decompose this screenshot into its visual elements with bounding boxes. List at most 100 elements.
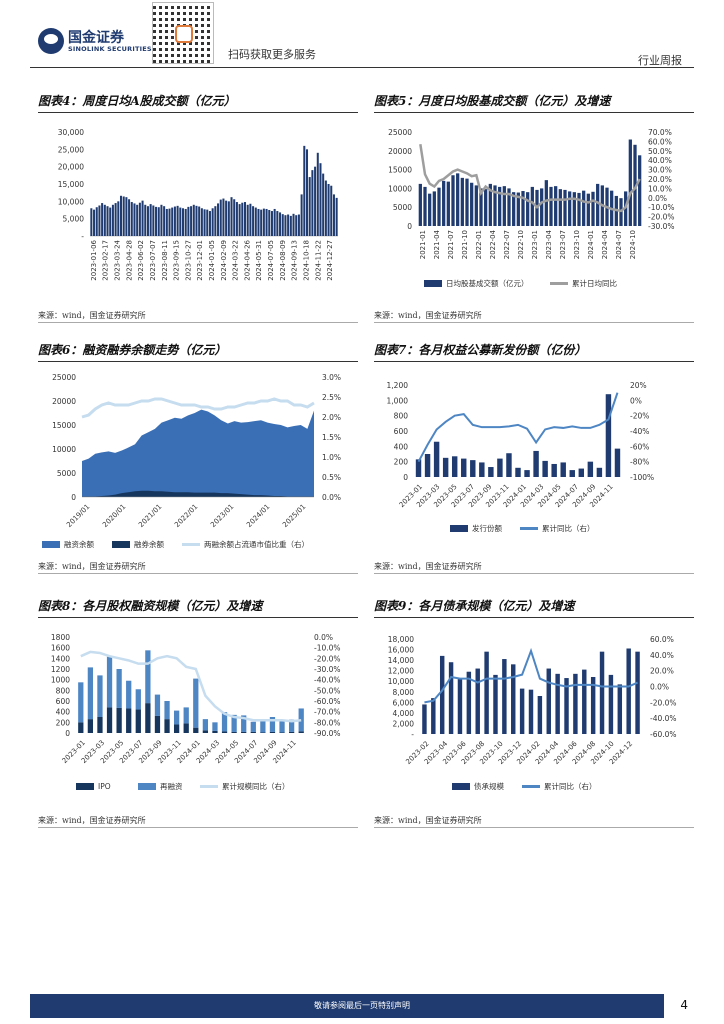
bar-ipo	[173, 724, 180, 733]
chart-source: 来源：wind，国金证券研究所	[38, 311, 146, 320]
y2-tick-label: -20.0%	[650, 698, 677, 707]
legend-swatch	[42, 541, 60, 548]
legend-label: 日均股基成交额（亿元）	[446, 278, 529, 288]
bar	[586, 193, 590, 226]
x-tick-label: 2023-12-01	[196, 240, 204, 281]
y-tick-label: 200	[394, 458, 409, 467]
y2-tick-label: 40.0%	[648, 156, 672, 165]
y-tick-label: 1000	[51, 676, 70, 685]
y-tick-label: 6,000	[393, 698, 415, 707]
title-divider	[374, 617, 694, 618]
y2-tick-label: -50.0%	[314, 686, 341, 695]
y-tick-label: 5000	[57, 469, 76, 478]
bar	[217, 203, 220, 236]
bar	[241, 202, 244, 236]
bar	[572, 192, 576, 226]
bar	[493, 674, 498, 734]
bar	[474, 185, 478, 226]
bar	[249, 203, 252, 236]
source-divider	[374, 827, 694, 828]
bar	[479, 462, 485, 477]
bar	[635, 651, 640, 734]
y-tick-label: 10000	[52, 445, 76, 454]
bar	[582, 190, 586, 226]
bar	[90, 208, 93, 236]
bar	[146, 206, 149, 236]
bar	[176, 205, 179, 236]
x-tick-label: 2024-04-26	[243, 239, 251, 280]
qr-code-icon[interactable]	[152, 2, 214, 64]
x-tick-label: 2023-08-11	[161, 240, 169, 281]
bar-refinancing	[145, 650, 151, 704]
chart-source: 来源：wind，国金证券研究所	[38, 562, 146, 571]
bar	[596, 183, 600, 226]
y-tick-label: 16,000	[388, 646, 414, 655]
bar	[222, 198, 225, 236]
bar	[238, 204, 241, 236]
x-tick-label: 2023-02-17	[102, 240, 110, 281]
bar	[577, 192, 581, 226]
y2-tick-label: -10.0%	[648, 203, 675, 212]
source-divider	[38, 573, 358, 574]
source-divider	[374, 322, 694, 323]
bar	[515, 467, 521, 477]
bar	[260, 209, 263, 236]
x-tick-label: 2024-08-09	[279, 240, 287, 281]
bar-refinancing	[126, 680, 132, 709]
bar	[428, 193, 432, 226]
bar	[448, 662, 454, 734]
bar	[203, 209, 206, 236]
bar	[117, 201, 120, 236]
bar	[133, 203, 136, 236]
page-header: 国金证券 SINOLINK SECURITIES 扫码获取更多服务 行业周报	[0, 0, 724, 70]
x-tick-label: 2022-07	[503, 230, 511, 259]
x-tick-label: 2021-07	[447, 230, 455, 259]
y2-tick-label: 50.0%	[648, 147, 672, 156]
bar-ipo	[202, 730, 209, 733]
bar	[168, 208, 171, 236]
bar-ipo	[298, 731, 304, 733]
bar	[470, 182, 474, 226]
bar-refinancing	[212, 722, 218, 731]
bar	[254, 207, 257, 236]
bar	[163, 206, 166, 236]
bar	[461, 458, 467, 477]
bar	[502, 186, 506, 226]
legend-swatch	[450, 525, 468, 532]
y2-tick-label: 60.0%	[650, 635, 674, 644]
chart-title: 图表7：各月权益公募新发份额（亿份）	[374, 343, 587, 357]
source-divider	[38, 322, 358, 323]
bar-ipo	[97, 717, 103, 733]
bar-ipo	[154, 715, 161, 733]
y-tick-label: 4,000	[393, 709, 415, 718]
chart-title: 图表5：月度日均股基成交额（亿元）及增速	[374, 94, 611, 108]
bar	[442, 457, 449, 477]
chart-panel-7: 图表7：各月权益公募新发份额（亿份） 1,200 1,000 800 600 400 20…	[374, 341, 694, 571]
x-tick-label: 2024-01	[587, 230, 595, 259]
legend-label: 融券余额	[134, 539, 164, 549]
x-tick-label: 2023-06-02	[137, 240, 145, 281]
x-tick-label: 2024-09-13	[291, 240, 299, 281]
bar	[233, 199, 236, 236]
y2-tick-label: 0.0%	[314, 633, 333, 642]
x-tick-label: 2023-01	[531, 230, 539, 259]
bar	[160, 204, 163, 236]
source-divider	[38, 827, 358, 828]
bar	[470, 460, 476, 477]
bar	[549, 186, 553, 226]
bar	[195, 205, 198, 236]
bar	[526, 192, 530, 226]
title-divider	[38, 112, 358, 113]
bar-refinancing	[221, 712, 228, 732]
bar	[605, 394, 612, 477]
bar	[628, 139, 632, 226]
x-tick-label: 2024-02-09	[220, 240, 228, 281]
page-number-box: 4	[664, 994, 694, 1018]
bar-ipo	[221, 731, 228, 733]
y2-tick-label: 1.0%	[322, 453, 341, 462]
bar-refinancing	[298, 708, 304, 732]
logo-mark-icon	[38, 28, 64, 54]
bar-refinancing	[241, 715, 247, 732]
bar	[292, 213, 295, 236]
